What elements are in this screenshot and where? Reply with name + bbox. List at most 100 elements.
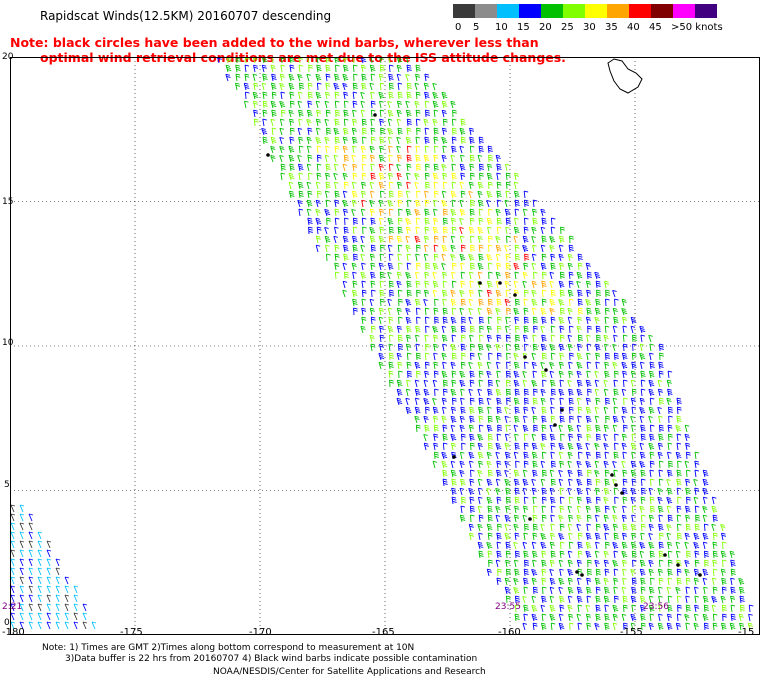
barb-shaft [639,326,643,334]
barb-feather [478,183,483,186]
barb-shaft [441,191,445,199]
barb-feather [497,318,502,321]
barb-feather [470,420,475,422]
barb-shaft [604,352,607,361]
wind-barb [379,109,385,118]
wind-barb [442,118,448,127]
barb-feather [442,433,447,436]
barb-feather [343,208,348,211]
barb-feather [388,343,394,346]
wind-barb [379,343,385,352]
barb-feather [668,415,673,418]
barb-feather [487,217,492,220]
barb-feather [389,352,394,355]
barb-feather [569,406,574,409]
wind-barb [614,298,619,307]
barb-shaft [496,299,499,307]
barb-feather [514,316,519,319]
barb-shaft [441,398,445,406]
wind-barb [308,226,313,235]
barb-feather [659,352,664,355]
wind-barb [425,163,430,172]
barb-feather [470,262,475,265]
wind-barb [405,271,412,280]
wind-barb [504,298,510,307]
barb-shaft [450,290,454,298]
barb-shaft [351,128,355,136]
barb-feather [604,370,609,373]
barb-shaft [541,317,544,325]
barb-feather [667,400,672,402]
barb-feather [506,370,511,373]
barb-shaft [370,263,373,271]
barb-feather [497,217,502,220]
barb-shaft [387,245,391,253]
barb-feather [398,230,403,233]
wind-barb [405,136,412,145]
barb-shaft [477,362,481,370]
barb-feather [667,388,672,391]
barb-feather [397,183,403,186]
barb-feather [397,235,402,238]
barb-feather [550,379,555,382]
barb-shaft [478,334,481,343]
barb-feather [658,388,663,391]
wind-barb [369,298,375,307]
barb-feather [450,154,456,157]
barb-feather [272,93,277,96]
legend-swatch [585,4,607,18]
wind-barb [451,199,457,208]
wind-barb [595,343,601,352]
wind-barb [433,442,439,451]
wind-barb [540,388,546,397]
wind-barb [558,442,565,451]
wind-barb [270,154,276,163]
wind-barb [450,244,456,253]
barb-feather [685,435,690,438]
barb-shaft [342,173,346,181]
barb-shaft [486,398,490,406]
barb-feather [361,66,367,69]
barb-feather [451,424,456,427]
wind-barb [360,244,365,253]
wind-barb [496,181,502,190]
barb-feather [452,356,457,359]
barb-feather [533,320,538,323]
barb-feather [461,300,466,303]
barb-feather [433,334,438,337]
barb-feather [560,433,565,436]
wind-barb [531,253,537,262]
barb-feather [622,300,627,303]
barb-feather [387,199,392,202]
barb-feather [263,138,268,141]
wind-barb [316,154,322,163]
wind-barb [405,298,412,307]
barb-feather [451,211,456,213]
barb-shaft [631,434,634,442]
wind-barb [541,289,547,298]
wind-barb [352,172,358,181]
barb-feather [586,301,591,303]
barb-shaft [360,110,364,118]
barb-feather [352,280,358,283]
wind-barb [612,415,619,424]
wind-barb [297,181,304,190]
barb-feather [533,316,538,319]
wind-barb [632,334,637,343]
barb-shaft [558,362,562,370]
barb-shaft [351,200,355,208]
barb-shaft [469,128,472,136]
barb-feather [352,120,358,123]
barb-feather [541,390,546,393]
barb-shaft [550,352,553,361]
barb-feather [452,330,457,332]
barb-feather [605,397,610,400]
barb-shaft [504,416,508,424]
wind-barb [496,406,502,415]
barb-feather [398,60,403,62]
wind-barb [325,244,330,253]
barb-feather [396,109,402,112]
barb-feather [621,442,627,445]
barb-feather [407,370,412,373]
barb-feather [461,213,466,215]
